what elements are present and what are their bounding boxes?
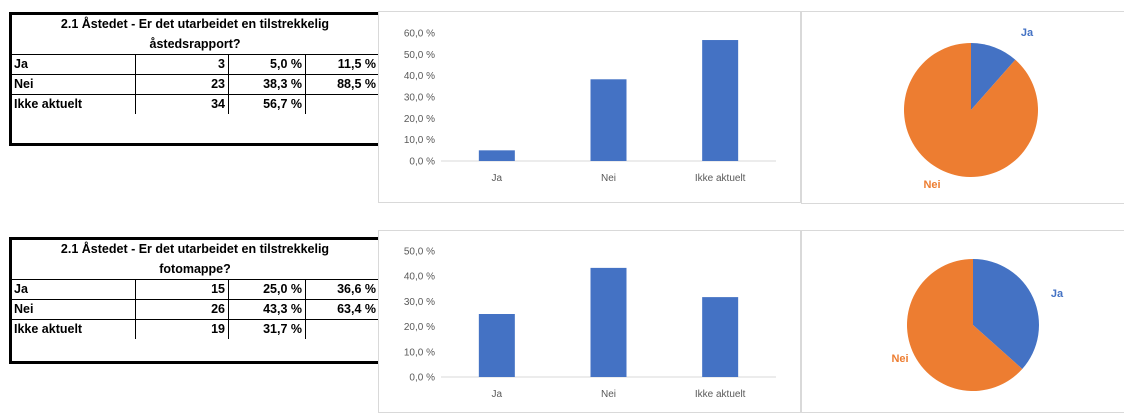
row-percent-valid: 63,4 %	[305, 299, 379, 320]
x-tick-label: Nei	[601, 173, 616, 184]
row-label: Ja	[14, 57, 28, 71]
row-percent: 31,7 %	[228, 319, 306, 339]
row-percent: 25,0 %	[228, 279, 306, 300]
pie-slice	[907, 259, 1023, 391]
pie-chart-2: Ja Nei	[891, 259, 1064, 391]
row-percent-valid	[305, 94, 379, 114]
table-title-row: 2.1 Åstedet - Er det utarbeidet en tilst…	[11, 14, 379, 34]
y-tick-label: 40,0 %	[404, 272, 435, 283]
pie-chart-container-1: Ja Nei	[801, 11, 1124, 204]
pie-label: Ja	[1021, 27, 1034, 39]
pie-slice	[904, 43, 1038, 177]
row-label: Ja	[14, 282, 28, 296]
y-tick-label: 30,0 %	[404, 297, 435, 308]
row-count: 3	[135, 54, 229, 75]
table-row: Nei 23 38,3 % 88,5 %	[11, 74, 379, 95]
bar	[702, 40, 739, 161]
bar	[590, 79, 627, 161]
table-row: Ikke aktuelt 34 56,7 %	[11, 94, 379, 114]
row-count: 19	[135, 319, 229, 339]
table-title-line2: åstedsrapport?	[149, 37, 241, 51]
row-label: Ikke aktuelt	[14, 97, 83, 111]
table-row: Ja 3 5,0 % 11,5 %	[11, 54, 379, 75]
row-label: Ikke aktuelt	[14, 322, 83, 336]
row-count: 23	[135, 74, 229, 95]
x-tick-label: Ja	[492, 389, 503, 400]
row-percent-valid: 36,6 %	[305, 279, 379, 300]
y-tick-label: 50,0 %	[404, 247, 435, 258]
row-percent: 56,7 %	[228, 94, 306, 114]
y-tick-label: 40,0 %	[404, 71, 435, 82]
row-label: Nei	[14, 77, 34, 91]
x-tick-label: Ja	[492, 173, 503, 184]
pie-label: Nei	[923, 179, 940, 191]
pie-slice	[971, 43, 1016, 110]
x-tick-label: Ikke aktuelt	[695, 173, 746, 184]
table-title-line2: fotomappe?	[159, 262, 231, 276]
bar	[590, 267, 627, 377]
table-row: Nei 26 43,3 % 63,4 %	[11, 299, 379, 320]
y-tick-label: 0,0 %	[409, 157, 435, 168]
pie-label: Ja	[1051, 288, 1064, 300]
row-percent: 43,3 %	[228, 299, 306, 320]
y-tick-label: 20,0 %	[404, 322, 435, 333]
row-label: Nei	[14, 302, 34, 316]
y-tick-label: 0,0 %	[409, 373, 435, 384]
y-tick-label: 10,0 %	[404, 347, 435, 358]
y-tick-label: 50,0 %	[404, 50, 435, 61]
bar	[478, 150, 515, 161]
bar-chart-2: 0,0 % 10,0 % 20,0 % 30,0 % 40,0 % 50,0 % Ja Nei…	[404, 247, 776, 400]
bar	[702, 297, 739, 377]
y-tick-label: 20,0 %	[404, 114, 435, 125]
table-title-row: åstedsrapport?	[11, 34, 379, 55]
table-row: Ikke aktuelt 19 31,7 %	[11, 319, 379, 339]
row-count: 26	[135, 299, 229, 320]
bar-chart-1: 0,0 % 10,0 % 20,0 % 30,0 % 40,0 % 50,0 % 60,0 …	[404, 29, 776, 184]
summary-table-2: 2.1 Åstedet - Er det utarbeidet en tilst…	[11, 239, 379, 339]
row-percent: 5,0 %	[228, 54, 306, 75]
y-tick-label: 60,0 %	[404, 29, 435, 40]
y-tick-label: 10,0 %	[404, 135, 435, 146]
table-title-line1: 2.1 Åstedet - Er det utarbeidet en tilst…	[60, 17, 330, 31]
bar-chart-container-2: 0,0 % 10,0 % 20,0 % 30,0 % 40,0 % 50,0 % Ja Nei…	[378, 230, 801, 413]
bar	[478, 314, 515, 377]
bar-chart-container-1: 0,0 % 10,0 % 20,0 % 30,0 % 40,0 % 50,0 % 60,0 …	[378, 11, 801, 203]
table-title-row: 2.1 Åstedet - Er det utarbeidet en tilst…	[11, 239, 379, 259]
table-title-row: fotomappe?	[11, 259, 379, 280]
table-row: Ja 15 25,0 % 36,6 %	[11, 279, 379, 300]
row-percent-valid	[305, 319, 379, 339]
x-tick-label: Nei	[601, 389, 616, 400]
pie-chart-container-2: Ja Nei	[801, 230, 1124, 413]
table-title-line1: 2.1 Åstedet - Er det utarbeidet en tilst…	[60, 242, 330, 256]
pie-label: Nei	[891, 353, 908, 365]
summary-table-1: 2.1 Åstedet - Er det utarbeidet en tilst…	[11, 14, 379, 114]
pie-chart-1: Ja Nei	[904, 27, 1038, 191]
row-percent-valid: 11,5 %	[305, 54, 379, 75]
pie-slice	[973, 259, 1039, 369]
row-percent-valid: 88,5 %	[305, 74, 379, 95]
row-percent: 38,3 %	[228, 74, 306, 95]
y-tick-label: 30,0 %	[404, 93, 435, 104]
row-count: 34	[135, 94, 229, 114]
row-count: 15	[135, 279, 229, 300]
x-tick-label: Ikke aktuelt	[695, 389, 746, 400]
